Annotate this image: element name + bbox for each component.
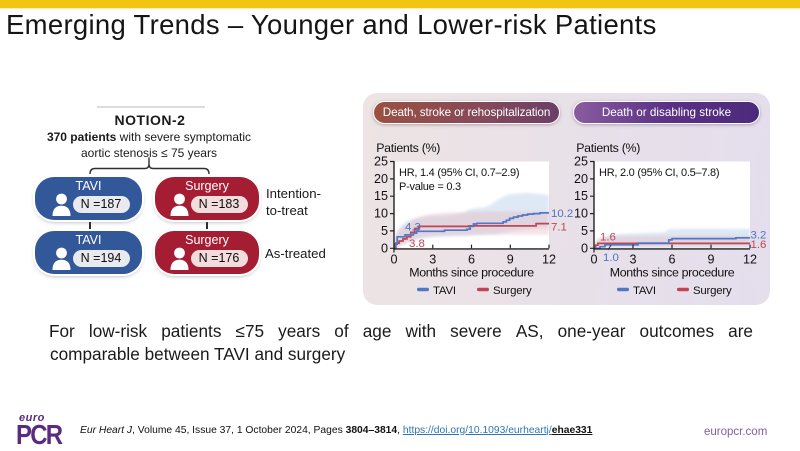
- svg-text:5: 5: [581, 224, 588, 238]
- svg-text:3: 3: [429, 253, 436, 267]
- svg-text:3.2: 3.2: [751, 230, 767, 242]
- svg-text:15: 15: [374, 189, 388, 203]
- svg-text:Patients (%): Patients (%): [576, 141, 640, 155]
- svg-text:20: 20: [574, 172, 588, 186]
- svg-text:9: 9: [707, 253, 714, 267]
- svg-text:4.3: 4.3: [405, 222, 421, 234]
- svg-text:3: 3: [629, 253, 636, 267]
- svg-text:10.2: 10.2: [551, 208, 573, 220]
- svg-text:0: 0: [390, 253, 397, 267]
- svg-text:10: 10: [374, 207, 388, 221]
- svg-text:P-value = 0.3: P-value = 0.3: [399, 181, 461, 193]
- svg-text:Surgery: Surgery: [493, 285, 532, 297]
- svg-text:1.0: 1.0: [603, 252, 619, 264]
- svg-text:10: 10: [574, 207, 588, 221]
- svg-text:5: 5: [381, 224, 388, 238]
- svg-text:Surgery: Surgery: [693, 285, 732, 297]
- svg-text:6: 6: [468, 253, 475, 267]
- svg-text:TAVI: TAVI: [433, 285, 456, 297]
- svg-text:15: 15: [574, 189, 588, 203]
- svg-text:Patients (%): Patients (%): [376, 141, 440, 155]
- svg-text:HR, 2.0 (95% CI, 0.5–7.8): HR, 2.0 (95% CI, 0.5–7.8): [599, 167, 719, 179]
- svg-text:7.1: 7.1: [551, 222, 567, 234]
- svg-text:6: 6: [668, 253, 675, 267]
- svg-text:25: 25: [574, 155, 588, 169]
- svg-text:12: 12: [542, 253, 556, 267]
- svg-text:12: 12: [743, 253, 757, 267]
- svg-text:Months since procedure: Months since procedure: [610, 265, 735, 279]
- svg-text:HR, 1.4 (95% CI, 0.7–2.9): HR, 1.4 (95% CI, 0.7–2.9): [399, 167, 519, 179]
- svg-text:1.6: 1.6: [600, 232, 616, 244]
- svg-text:1.6: 1.6: [751, 239, 767, 251]
- svg-text:20: 20: [374, 172, 388, 186]
- svg-text:3.8: 3.8: [409, 238, 425, 250]
- svg-text:25: 25: [374, 155, 388, 169]
- svg-text:TAVI: TAVI: [633, 285, 656, 297]
- svg-text:0: 0: [381, 241, 388, 255]
- svg-text:9: 9: [507, 253, 514, 267]
- svg-text:Months since procedure: Months since procedure: [409, 265, 534, 279]
- svg-text:0: 0: [590, 253, 597, 267]
- svg-text:0: 0: [581, 241, 588, 255]
